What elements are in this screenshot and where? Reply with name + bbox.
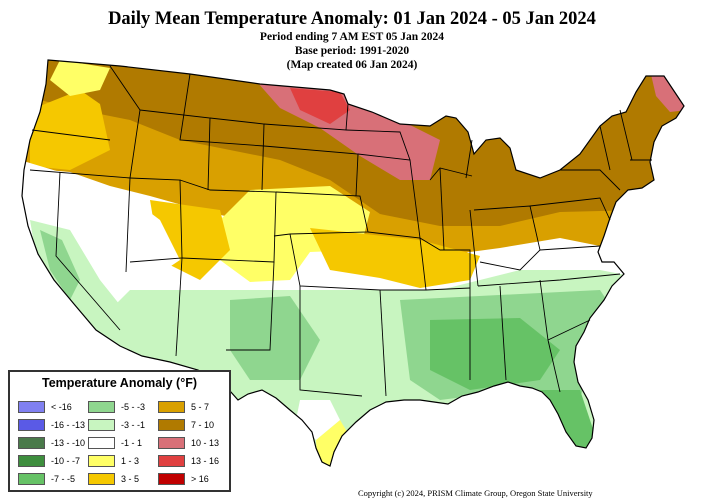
state-boundaries xyxy=(21,59,685,467)
legend-label: -16 - -13 xyxy=(51,420,86,430)
legend-label: -5 - -3 xyxy=(121,402,146,412)
legend-label: > 16 xyxy=(191,474,209,484)
legend-swatch xyxy=(158,455,185,467)
legend-swatch xyxy=(88,401,115,413)
legend-swatch xyxy=(18,473,45,485)
base-period-subtitle: Base period: 1991-2020 xyxy=(294,45,410,57)
legend-swatch xyxy=(18,401,45,413)
legend-label: 10 - 13 xyxy=(191,438,220,448)
legend-swatch xyxy=(88,455,115,467)
legend-swatch xyxy=(158,401,185,413)
legend-swatch xyxy=(158,473,185,485)
legend-title: Temperature Anomaly (°F) xyxy=(41,376,198,390)
legend-swatch xyxy=(18,455,45,467)
legend-swatch xyxy=(18,419,45,431)
legend-label: -13 - -10 xyxy=(51,438,86,448)
legend-label: 7 - 10 xyxy=(191,420,215,430)
map-created-subtitle: (Map created 06 Jan 2024) xyxy=(286,59,418,71)
legend-swatch xyxy=(158,419,185,431)
legend-swatch xyxy=(158,437,185,449)
map-title: Daily Mean Temperature Anomaly: 01 Jan 2… xyxy=(108,9,596,29)
period-subtitle: Period ending 7 AM EST 05 Jan 2024 xyxy=(259,31,445,43)
temperature-legend: Temperature Anomaly (°F) < -16 -16 - -13 -… xyxy=(8,370,231,492)
copyright-text: Copyright (c) 2024, PRISM Climate Group,… xyxy=(358,488,593,498)
legend-label: 5 - 7 xyxy=(191,402,210,412)
legend-swatch xyxy=(88,419,115,431)
legend-swatch xyxy=(18,437,45,449)
legend-label: 3 - 5 xyxy=(121,474,140,484)
legend-label: -10 - -7 xyxy=(51,456,81,466)
legend-label: 13 - 16 xyxy=(191,456,220,466)
legend-label: 1 - 3 xyxy=(121,456,140,466)
legend-swatch xyxy=(88,473,115,485)
legend-label: -3 - -1 xyxy=(121,420,146,430)
legend-swatch xyxy=(88,437,115,449)
legend-label: -7 - -5 xyxy=(51,474,76,484)
legend-label: < -16 xyxy=(51,402,72,412)
legend-label: -1 - 1 xyxy=(121,438,143,448)
